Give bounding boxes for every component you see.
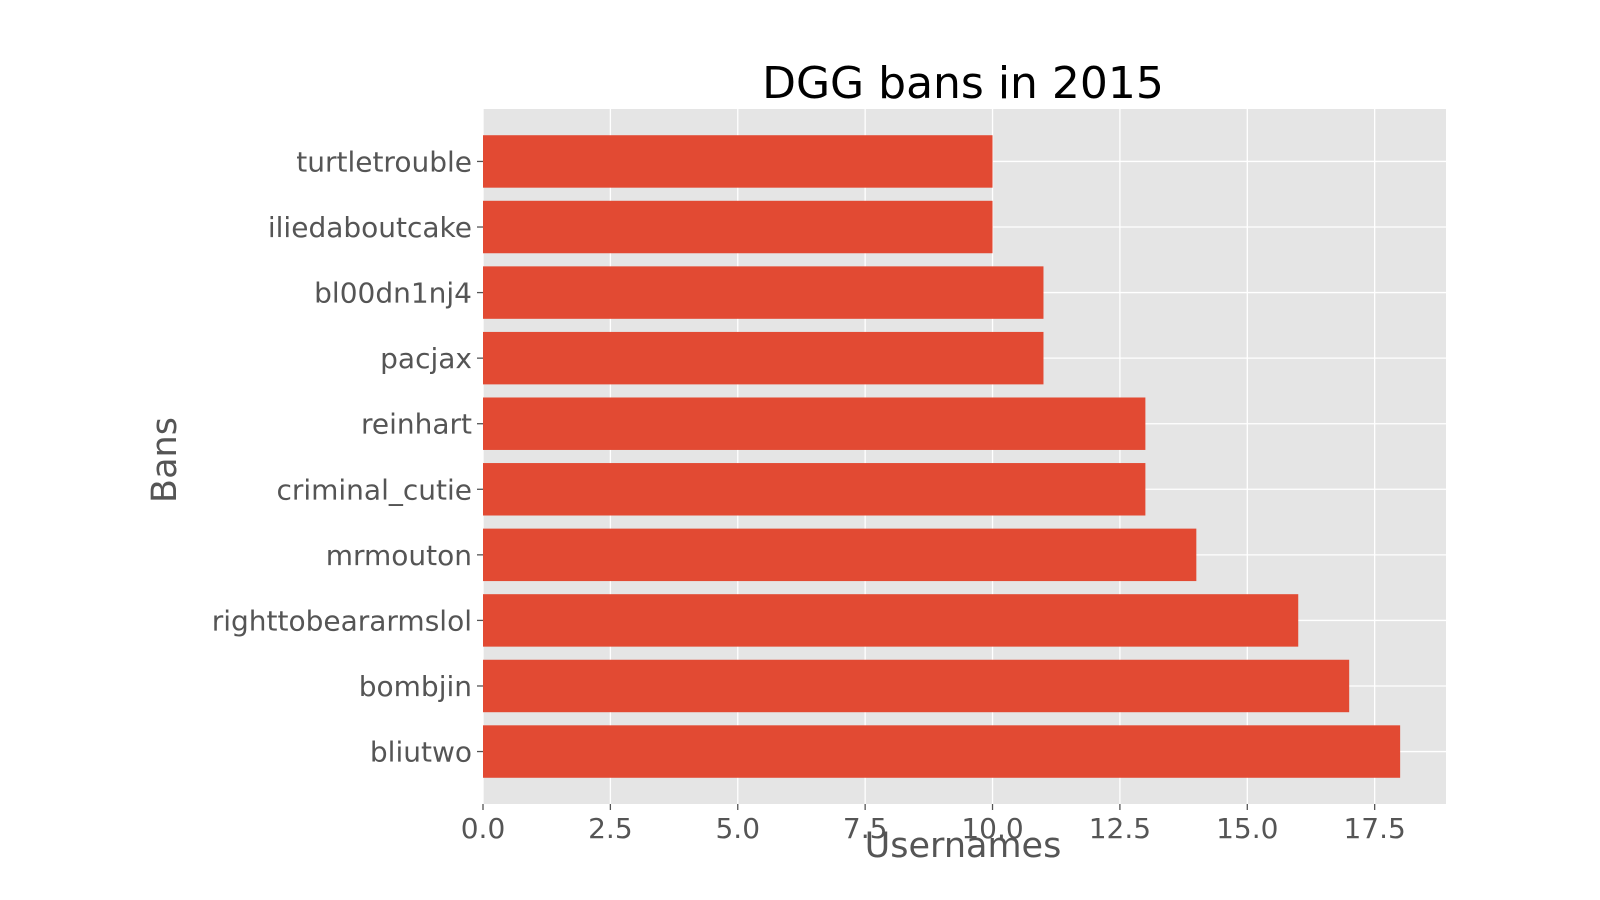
- x-tick-label: 12.5: [1089, 812, 1151, 845]
- bar-iliedaboutcake: [483, 200, 993, 254]
- bar-righttobeararmslol: [483, 594, 1299, 647]
- x-tick-label: 5.0: [715, 812, 760, 845]
- bar-pacjax: [483, 331, 1044, 385]
- x-axis-label: Usernames: [865, 826, 1062, 866]
- y-tick-label: bl00dn1nj4: [314, 277, 472, 310]
- y-tick-label: iliedaboutcake: [268, 211, 472, 244]
- bar-mrmouton: [483, 528, 1197, 582]
- y-tick-label: criminal_cutie: [276, 473, 472, 506]
- x-tick-label: 0.0: [461, 812, 506, 845]
- x-tick-label: 10.0: [961, 812, 1023, 845]
- y-tick-label: bliutwo: [370, 736, 472, 769]
- bar-criminal_cutie: [483, 463, 1146, 516]
- bar-bl00dn1nj4: [483, 266, 1044, 319]
- bars: [483, 135, 1401, 778]
- x-tick-label: 2.5: [588, 812, 633, 845]
- y-tick-label: bombjin: [359, 670, 472, 703]
- y-tick-label: turtletrouble: [296, 145, 472, 178]
- chart-title: DGG bans in 2015: [762, 58, 1164, 109]
- x-tick-label: 7.5: [843, 812, 888, 845]
- bar-bliutwo: [483, 725, 1401, 778]
- y-tick-label: reinhart: [361, 408, 472, 441]
- y-tick-label: righttobeararmslol: [212, 604, 472, 637]
- y-axis-label: Bans: [145, 417, 185, 503]
- x-tick-label: 17.5: [1343, 812, 1405, 845]
- bar-reinhart: [483, 397, 1146, 450]
- bar-bombjin: [483, 659, 1350, 713]
- x-tick-label: 15.0: [1216, 812, 1278, 845]
- y-axis-ticks: turtletrouble iliedaboutcake bl00dn1nj4 pac…: [212, 145, 483, 769]
- bar-turtletrouble: [483, 135, 993, 188]
- y-tick-label: pacjax: [380, 342, 472, 375]
- y-tick-label: mrmouton: [326, 539, 472, 572]
- x-axis-ticks: 0.0 2.5 5.0 7.5 10.0 12.5 15.0 17.5: [461, 804, 1406, 845]
